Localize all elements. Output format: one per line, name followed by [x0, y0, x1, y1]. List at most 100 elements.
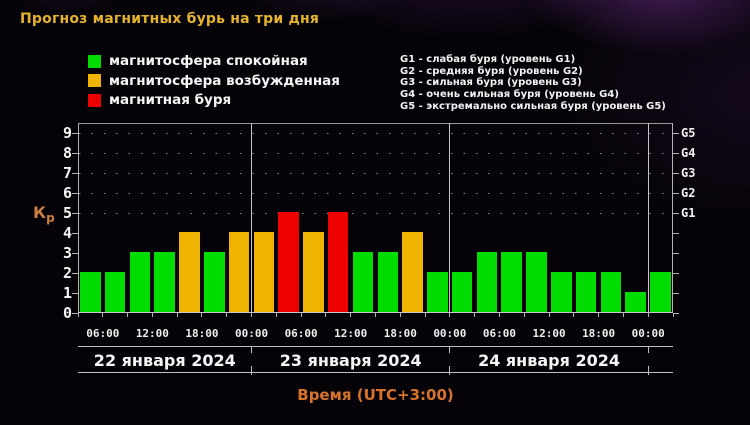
kp-bar-3-value-3 [154, 252, 175, 312]
left-tick-kp4 [72, 232, 78, 234]
kp-bar-6-value-4 [228, 232, 250, 312]
bottom-tick-h51 [498, 313, 500, 317]
x-axis-title: Время (UTC+3:00) [297, 386, 454, 404]
left-tick-kp2 [72, 272, 78, 274]
left-tick-kp8 [72, 152, 78, 154]
date-label-day3: 24 января 2024 [478, 351, 620, 370]
left-tick-kp5 [72, 212, 78, 214]
bottom-tick-h36 [375, 313, 376, 317]
date-band-tick-upper-3 [647, 346, 649, 353]
left-tick-kp7 [72, 172, 78, 174]
kp-bar-14-value-2 [427, 272, 448, 312]
bottom-tick-h15 [201, 313, 203, 317]
bottom-tick-h48 [474, 313, 476, 317]
plot-border-top [78, 123, 673, 124]
kp-bar-10-value-5 [327, 212, 349, 312]
kp-bar-21-value-2 [600, 272, 622, 312]
legend-label-excited: магнитосфера возбужденная [109, 72, 340, 89]
g-scale-line-2: G2 - средняя буря (уровень G2) [400, 65, 583, 77]
date-band-lower-line [78, 372, 673, 373]
bottom-tick-h3 [102, 313, 104, 317]
kp-bar-17-value-3 [501, 252, 523, 312]
g-scale-line-4: G4 - очень сильная буря (уровень G4) [400, 89, 619, 101]
right-tick-label-G4: G4 [681, 146, 696, 160]
legend-swatch-excited [88, 74, 101, 87]
time-label-11-0000: 00:00 [631, 327, 665, 340]
time-label-7-0000: 00:00 [433, 327, 467, 340]
left-tick-kp3 [72, 252, 78, 254]
kp-label-sub: р [46, 211, 55, 226]
right-tick-kp1 [673, 292, 679, 294]
y-tick-label-7: 7 [62, 164, 72, 182]
bottom-tick-h0 [77, 313, 79, 317]
kp-bar-7-value-4 [253, 232, 275, 312]
date-band-tick-upper-2 [449, 346, 451, 353]
date-band-tick-lower-3 [647, 366, 649, 375]
kp-bar-chart-plot-area [72, 123, 679, 317]
right-tick-label-G2: G2 [681, 186, 696, 200]
day-separator-2 [449, 123, 451, 313]
date-band-tick-lower-2 [449, 366, 451, 375]
bottom-tick-h69 [647, 313, 649, 317]
bottom-tick-h27 [300, 313, 302, 317]
gridline-kp6 [79, 192, 672, 194]
date-band-upper-line [78, 346, 673, 347]
legend-item-excited: магнитосфера возбужденная [88, 72, 340, 89]
bottom-tick-h21 [251, 313, 253, 317]
day-separator-1 [251, 123, 253, 313]
time-label-1-1200: 12:00 [135, 327, 169, 340]
time-label-6-1800: 18:00 [383, 327, 417, 340]
y-axis-title-kp: Кр [33, 203, 55, 225]
left-tick-kp1 [72, 292, 78, 294]
bottom-tick-h9 [151, 313, 153, 317]
kp-bar-1-value-2 [104, 272, 126, 312]
y-tick-label-5: 5 [62, 204, 72, 222]
date-label-day2: 23 января 2024 [279, 351, 422, 370]
kp-bar-22-value-1 [625, 292, 646, 312]
kp-bar-11-value-3 [352, 252, 374, 312]
date-band-tick-upper-1 [251, 346, 253, 353]
y-tick-label-6: 6 [62, 184, 72, 202]
gridline-kp9 [79, 132, 672, 134]
bottom-tick-h42 [424, 313, 426, 317]
bottom-tick-h33 [350, 313, 352, 317]
right-tick-kp8 [673, 152, 679, 154]
bottom-tick-h60 [573, 313, 575, 317]
time-label-2-1800: 18:00 [185, 327, 219, 340]
time-label-5-1200: 12:00 [334, 327, 368, 340]
kp-bar-23-value-2 [650, 272, 671, 312]
right-tick-kp9 [673, 132, 679, 134]
kp-bar-20-value-2 [575, 272, 597, 312]
right-tick-kp2 [673, 272, 679, 274]
gridline-kp5 [79, 212, 672, 214]
day-separator-3 [647, 123, 649, 313]
kp-label-main: К [33, 203, 47, 222]
bottom-tick-h54 [523, 313, 525, 317]
y-axis-line [78, 123, 79, 313]
time-label-0-0600: 06:00 [86, 327, 120, 340]
y-tick-label-3: 3 [62, 244, 72, 262]
y-tick-label-8: 8 [62, 144, 72, 162]
x-axis-line [78, 312, 673, 313]
y-tick-label-0: 0 [62, 304, 72, 322]
time-label-8-0600: 06:00 [482, 327, 517, 340]
right-tick-label-G1: G1 [681, 206, 696, 220]
time-label-10-1800: 18:00 [582, 327, 616, 340]
bottom-tick-h30 [325, 313, 327, 317]
right-tick-label-G3: G3 [681, 166, 696, 180]
bottom-tick-h63 [598, 313, 600, 317]
right-tick-kp4 [673, 232, 679, 234]
kp-bar-18-value-3 [526, 252, 547, 312]
bottom-tick-h66 [622, 313, 624, 317]
kp-bar-0-value-2 [80, 272, 101, 312]
gridline-kp7 [79, 172, 672, 174]
g-scale-line-1: G1 - слабая буря (уровень G1) [400, 54, 576, 65]
g-scale-line-5: G5 - экстремально сильная буря (уровень … [400, 100, 666, 112]
y-tick-label-4: 4 [62, 224, 72, 242]
y-tick-label-2: 2 [62, 264, 72, 282]
right-tick-kp0 [673, 312, 679, 314]
legend-label-quiet: магнитосфера спокойная [109, 53, 308, 69]
page-title: Прогноз магнитных бурь на три дня [20, 11, 320, 27]
bottom-tick-h24 [275, 313, 277, 317]
